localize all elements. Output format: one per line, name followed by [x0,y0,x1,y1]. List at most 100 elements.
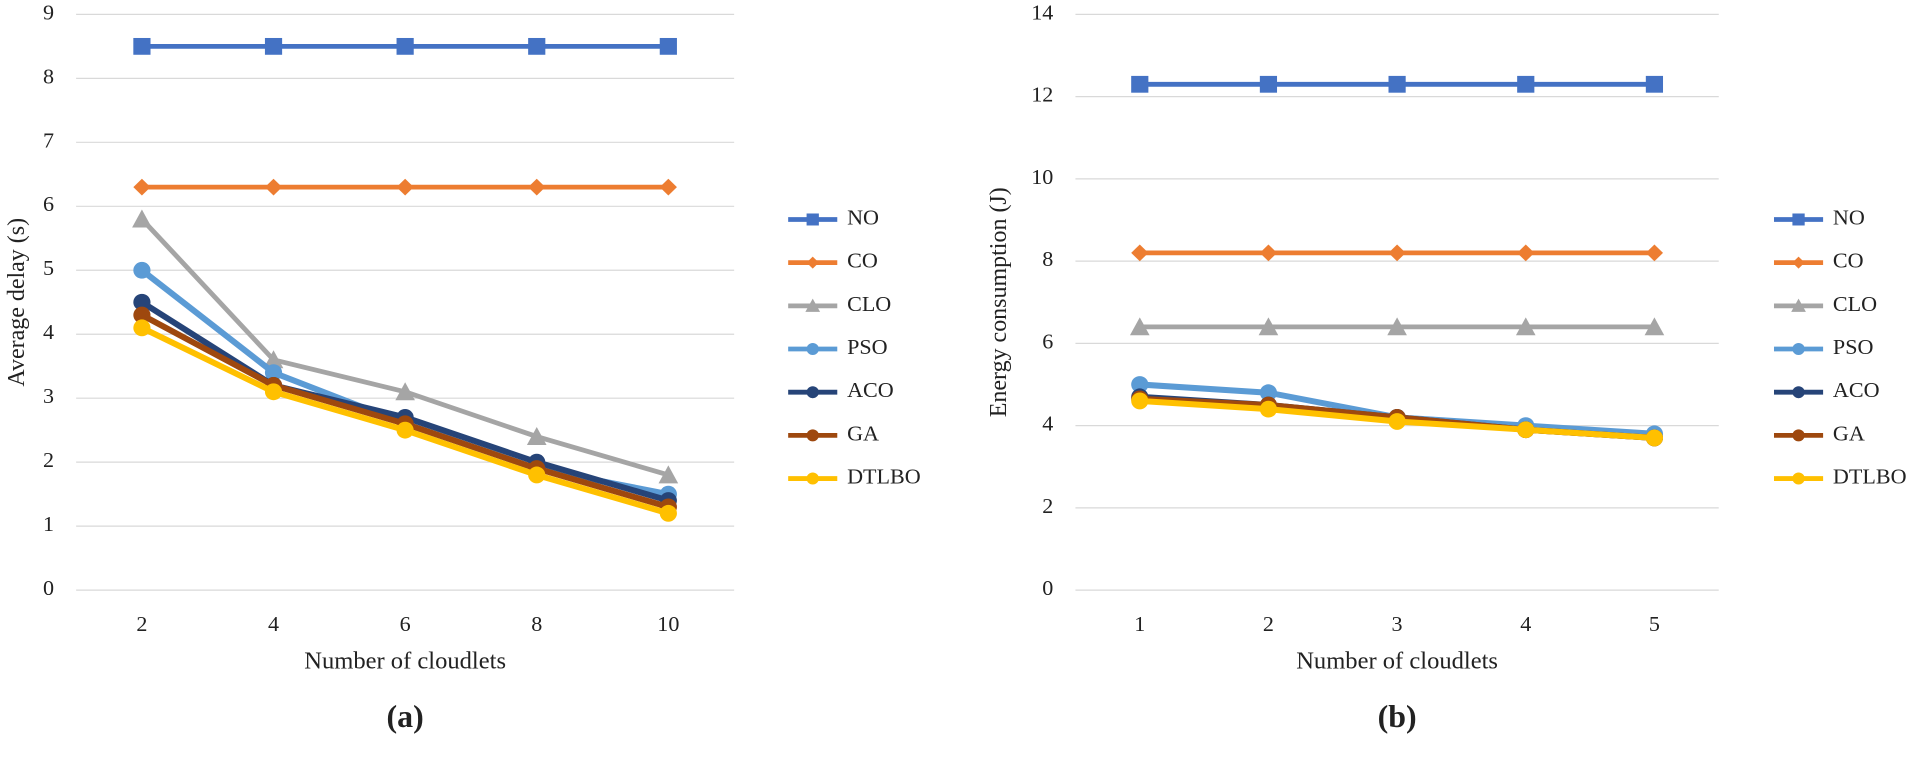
marker [1387,317,1407,336]
marker [1792,429,1805,442]
marker [264,383,283,401]
marker [659,178,677,196]
marker [806,386,819,399]
marker [1517,421,1535,439]
marker [396,37,414,55]
marker [806,429,819,442]
marker [1792,213,1805,226]
marker [528,466,546,484]
marker [1388,413,1406,430]
marker [806,213,819,226]
legend-label: CO [1833,249,1864,273]
legend-label: NO [1833,206,1865,230]
y-tick-label: 10 [1031,165,1053,189]
marker [1131,376,1149,393]
marker [1515,317,1536,336]
y-tick-label: 8 [43,65,54,89]
y-tick-label: 1 [43,512,54,536]
marker [264,37,283,55]
legend-label: CLO [847,292,891,316]
marker [528,37,546,55]
x-tick-label: 5 [1649,612,1660,636]
marker [528,178,546,196]
marker [806,256,819,269]
y-tick-label: 9 [43,1,54,25]
y-tick-label: 6 [1042,330,1053,354]
marker [1258,317,1279,336]
x-tick-label: 4 [1520,612,1531,636]
y-tick-label: 0 [43,576,54,600]
marker [1388,244,1406,262]
x-tick-label: 10 [657,612,679,636]
y-tick-label: 14 [1031,1,1053,25]
x-tick-label: 3 [1392,612,1403,636]
legend-label: GA [847,422,879,446]
legend-label: CLO [1833,292,1877,316]
marker [1792,472,1805,485]
caption: (a) [387,699,424,734]
legend-label: ACO [847,378,894,402]
marker [1645,75,1664,93]
marker [1131,244,1149,262]
marker [395,382,415,401]
marker [1645,429,1664,447]
marker [264,364,283,381]
marker [659,37,677,55]
legend-label: NO [847,206,879,230]
y-axis-title: Average delay (s) [3,218,30,387]
marker [1791,298,1806,312]
y-tick-label: 2 [43,448,54,472]
x-tick-label: 4 [268,612,279,636]
marker [658,465,679,484]
marker [1792,343,1805,356]
marker [1792,256,1805,269]
marker [1792,386,1805,399]
y-tick-label: 5 [43,256,54,280]
marker [1517,244,1535,262]
x-tick-label: 2 [1263,612,1274,636]
legend-label: PSO [847,335,888,359]
marker [1129,317,1150,336]
y-tick-label: 8 [1042,247,1053,271]
marker [133,293,151,311]
marker [1644,317,1665,336]
x-axis-title: Number of cloudlets [1296,648,1498,675]
y-tick-label: 4 [1042,412,1053,436]
marker [1131,75,1149,93]
y-tick-label: 6 [43,192,54,216]
marker [133,37,151,55]
marker [1259,75,1278,93]
marker [806,472,819,485]
marker [132,209,152,228]
y-tick-label: 2 [1042,494,1053,518]
marker [263,350,284,369]
legend-label: GA [1833,422,1865,446]
legend-label: PSO [1833,335,1874,359]
marker [264,178,283,196]
y-tick-label: 7 [43,129,54,153]
marker [1645,244,1664,262]
marker [396,421,414,439]
x-tick-label: 8 [531,612,542,636]
legend-label: DTLBO [1833,465,1907,489]
marker [133,178,151,196]
y-tick-label: 12 [1031,83,1053,107]
marker [1517,75,1535,93]
x-tick-label: 6 [400,612,411,636]
marker [1388,75,1406,93]
marker [133,319,151,337]
x-tick-label: 1 [1134,612,1145,636]
legend-label: DTLBO [847,465,921,489]
y-tick-label: 0 [1042,576,1053,600]
marker [526,426,547,445]
marker [1259,244,1278,262]
y-tick-label: 3 [43,384,54,408]
marker [1131,392,1149,410]
x-axis-title: Number of cloudlets [304,648,506,675]
caption: (b) [1378,699,1417,734]
y-axis-title: Energy consumption (J) [985,187,1012,417]
marker [806,343,819,356]
legend-label: ACO [1833,378,1880,402]
x-tick-label: 2 [136,612,147,636]
